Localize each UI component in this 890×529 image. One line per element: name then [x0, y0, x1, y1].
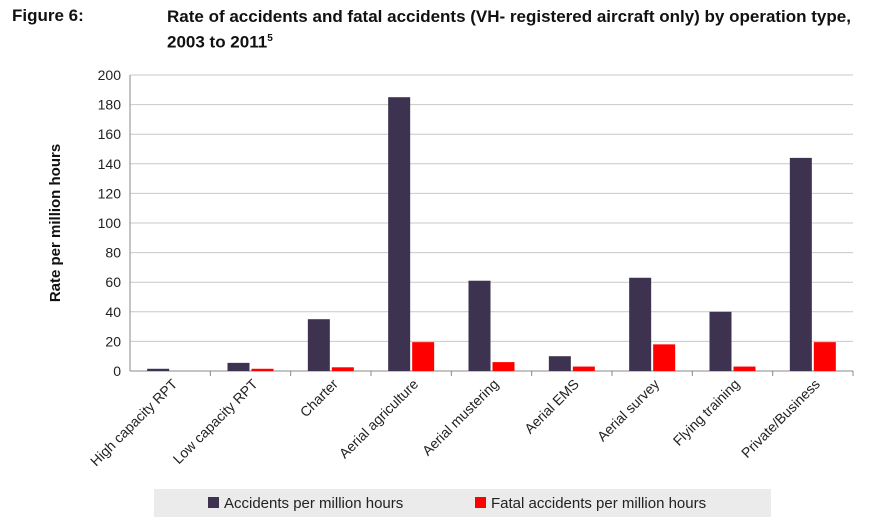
category-label: Aerial EMS: [521, 376, 582, 437]
fatal-accidents-bar: [492, 362, 515, 371]
y-tick-label: 0: [113, 363, 121, 379]
fatal-accidents-bar: [653, 344, 676, 371]
fatal-accidents-bar: [412, 342, 435, 371]
gridlines: [129, 74, 854, 376]
fatal-accidents-bar: [733, 366, 756, 371]
category-label: High capacity RPT: [87, 375, 181, 469]
category-label: Aerial agriculture: [336, 376, 422, 462]
fatal-accidents-bar: [251, 368, 274, 371]
accidents-bar: [789, 157, 812, 371]
y-tick-label: 20: [105, 333, 121, 349]
accidents-bar: [629, 277, 652, 371]
y-tick-label: 60: [105, 274, 121, 290]
legend-swatch-accidents: [208, 497, 219, 508]
accidents-bar: [468, 280, 491, 371]
accidents-bar: [388, 97, 411, 371]
accidents-bar: [147, 368, 170, 371]
category-label: Flying training: [670, 376, 743, 449]
category-label: Low capacity RPT: [170, 375, 261, 466]
chart-title-text: Rate of accidents and fatal accidents (V…: [167, 7, 851, 52]
category-label: Private/Business: [738, 376, 823, 461]
y-tick-label: 140: [98, 156, 122, 172]
legend-background: [154, 489, 771, 517]
accidents-bar: [227, 362, 250, 371]
y-tick-label: 40: [105, 304, 121, 320]
category-label: Aerial mustering: [419, 376, 502, 459]
y-axis-label: Rate per million hours: [47, 144, 64, 302]
accidents-bar: [548, 356, 571, 371]
y-tick-label: 200: [98, 67, 122, 83]
bars: [147, 97, 836, 371]
chart-title: Rate of accidents and fatal accidents (V…: [167, 6, 867, 54]
category-label: Aerial survey: [594, 376, 663, 445]
y-tick-label: 120: [98, 185, 122, 201]
y-tick-label: 180: [98, 97, 122, 113]
y-tick-label: 80: [105, 245, 121, 261]
y-tick-labels: 0 20 40 60 80 100 120 140 160 180 200: [98, 67, 122, 379]
legend-label-fatal: Fatal accidents per million hours: [491, 495, 706, 512]
y-tick-label: 160: [98, 126, 122, 142]
accidents-bar: [307, 319, 330, 371]
legend: Accidents per million hours Fatal accide…: [154, 489, 771, 517]
y-tick-label: 100: [98, 215, 122, 231]
legend-swatch-fatal: [475, 497, 486, 508]
title-footnote: 5: [267, 33, 273, 44]
accidents-bar: [709, 311, 732, 371]
fatal-accidents-bar: [572, 366, 595, 371]
legend-label-accidents: Accidents per million hours: [224, 495, 403, 512]
fatal-accidents-bar: [813, 342, 836, 371]
category-label: Charter: [297, 376, 342, 421]
fatal-accidents-bar: [331, 367, 354, 371]
figure-label: Figure 6:: [12, 6, 84, 25]
